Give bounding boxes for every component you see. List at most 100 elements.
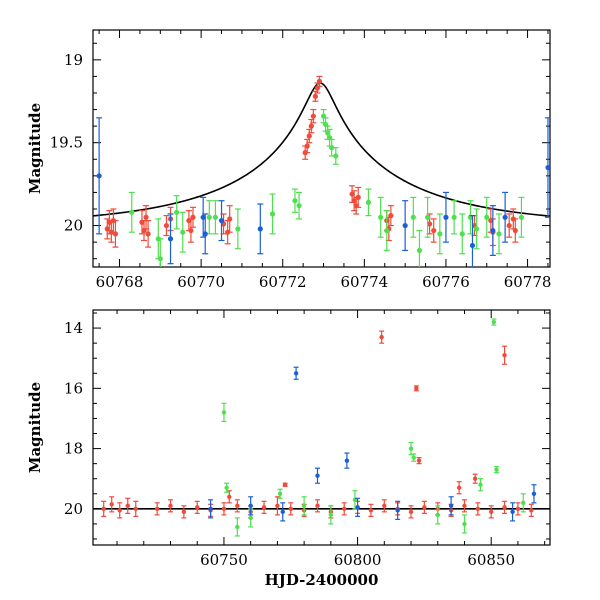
x-tick-label: 60776 [422,273,470,291]
data-point-green [328,505,334,525]
data-point-red [502,500,508,514]
data-point-green [301,496,307,516]
x-tick-label: 60778 [504,273,552,291]
y-tick-label: 18 [64,440,83,458]
data-point-red [168,499,174,513]
y-tick-label: 20 [64,217,83,235]
data-point-green [518,196,525,238]
data-point-red [413,385,419,392]
data-point-blue [531,484,537,504]
data-point-red [368,503,374,517]
data-point-red [288,502,294,516]
data-point-red [194,500,200,514]
data-point-blue [293,366,299,380]
data-point-blue [344,452,350,469]
y-tick-label: 14 [64,319,83,337]
data-point-green [221,402,227,423]
data-point-red [282,482,288,487]
data-point-green [473,208,480,250]
y-tick-label: 20 [64,500,83,518]
data-point-red [145,219,152,248]
data-point-green [248,508,254,528]
x-tick-label: 60768 [96,273,144,291]
data-point-green [128,191,135,233]
data-point-green [291,188,298,213]
data-point-blue [167,213,174,265]
data-point-blue [202,213,209,255]
data-point-red [189,206,196,228]
data-point-red [312,90,319,102]
x-tick-label: 60850 [467,551,515,569]
data-point-blue [510,502,516,522]
data-point-red [475,502,481,516]
data-point-green [424,196,431,238]
data-point-red [112,219,119,248]
data-point-red [226,205,233,233]
data-point-green [451,200,458,235]
data-point-blue [544,117,550,218]
data-point-red [430,218,437,243]
data-point-red [461,499,467,513]
data-point-red [456,481,462,495]
data-point-blue [314,467,320,484]
data-point-green [269,193,276,235]
data-point-blue [248,496,254,516]
data-point-green [494,466,500,474]
data-point-blue [502,191,509,243]
data-point-red [187,218,194,243]
data-point-red [379,330,385,344]
data-point-green [206,200,213,235]
data-point-red [421,500,427,514]
data-point-red [387,205,394,227]
data-point-red [488,505,494,519]
data-point-green [377,196,384,238]
data-point-green [224,482,230,493]
data-point-blue [402,200,409,252]
data-point-green [435,505,441,525]
data-point-green [234,517,240,537]
data-point-green [483,196,490,238]
data-point-red [221,502,227,516]
data-point-red [163,215,170,237]
data-point-blue [218,200,225,242]
plot-area [93,75,550,267]
plot-area [93,318,550,537]
data-point-red [351,190,358,212]
data-point-red [506,213,513,238]
data-point-green [436,213,443,255]
data-point-red [512,218,519,243]
y-axis-label: Magnitude [26,382,44,473]
data-point-green [157,238,164,267]
plot-frame [92,309,551,546]
x-tick-label: 60750 [200,551,248,569]
data-point-red [125,497,131,514]
data-point-red [226,490,232,504]
bottom-panel-full: 60750 60800 60850 14 16 18 20 Magnitude HJD-2400… [26,309,551,589]
data-point-blue [96,117,103,235]
data-point-blue [257,203,264,255]
data-point-green [277,488,283,499]
data-point-red [408,505,414,519]
data-point-red [472,473,478,484]
data-point-green [383,210,390,252]
data-point-red [133,500,139,517]
y-tick-label: 19.5 [50,134,83,152]
data-point-red [515,502,521,516]
data-point-red [355,186,362,208]
data-point-red [274,496,280,516]
x-tick-label: 60770 [177,273,225,291]
data-point-green [411,453,417,462]
data-point-red [528,503,534,517]
data-point-green [459,213,466,255]
data-point-red [502,345,508,365]
model-curve [93,82,550,217]
data-point-red [381,499,387,513]
data-point-blue [395,500,401,520]
data-point-red [117,502,123,519]
data-point-green [408,441,414,456]
data-point-green [495,213,502,255]
data-point-blue [442,191,449,243]
data-point-red [154,502,160,516]
data-point-green [332,147,339,165]
x-tick-label: 60772 [259,273,307,291]
